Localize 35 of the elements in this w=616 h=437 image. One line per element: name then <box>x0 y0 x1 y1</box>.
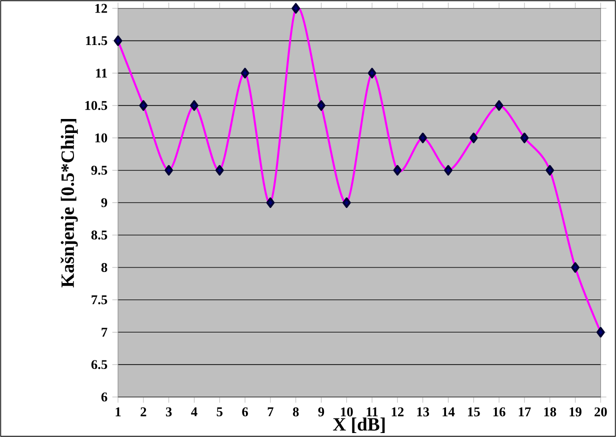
y-tick-label: 9 <box>101 198 108 208</box>
y-axis-title: Kašnjenje [0.5*Chip] <box>60 119 78 288</box>
y-tick-label: 8 <box>101 262 108 272</box>
x-tick-label: 16 <box>493 407 506 416</box>
y-tick-label: 11 <box>96 68 107 78</box>
x-tick-label: 15 <box>468 407 480 416</box>
x-tick-label: 5 <box>216 407 222 416</box>
y-tick-label: 10.5 <box>85 100 108 110</box>
x-tick-label: 8 <box>292 407 299 416</box>
x-tick-label: 1 <box>116 407 121 416</box>
y-tick-label: 11.5 <box>86 36 108 46</box>
y-tick-label: 9.5 <box>91 166 108 175</box>
y-tick-label: 6.5 <box>91 360 108 370</box>
y-tick-label: 7 <box>102 328 108 337</box>
x-tick-label: 14 <box>442 407 455 416</box>
x-tick-label: 7 <box>268 407 274 416</box>
x-axis-title: X [dB] <box>332 418 385 433</box>
y-tick-label: 12 <box>95 4 108 13</box>
x-tick-label: 6 <box>242 407 248 416</box>
x-tick-label: 4 <box>191 407 198 416</box>
x-tick-label: 10 <box>341 407 353 416</box>
x-tick-label: 3 <box>166 407 172 416</box>
x-tick-label: 19 <box>570 407 582 416</box>
x-tick-label: 13 <box>417 407 430 416</box>
x-tick-label: 9 <box>318 407 324 416</box>
x-tick-label: 18 <box>544 407 556 416</box>
y-tick-label: 8.5 <box>91 230 108 240</box>
x-tick-label: 11 <box>366 407 378 416</box>
y-tick-label: 6 <box>101 392 108 402</box>
y-tick-label: 7.5 <box>92 295 108 304</box>
x-tick-label: 17 <box>518 407 531 416</box>
x-tick-label: 2 <box>140 407 146 416</box>
y-tick-label: 10 <box>95 133 108 142</box>
x-tick-label: 20 <box>594 407 607 416</box>
x-tick-label: 12 <box>392 407 404 416</box>
